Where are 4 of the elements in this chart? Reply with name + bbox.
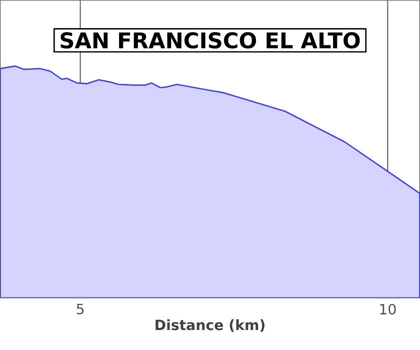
x-axis-title: Distance (km) [156,319,264,332]
x-tick-label: 10 [380,304,396,315]
x-tick-label: 5 [76,304,84,314]
chart-title: SAN FRANCISCO EL ALTO [60,32,360,49]
